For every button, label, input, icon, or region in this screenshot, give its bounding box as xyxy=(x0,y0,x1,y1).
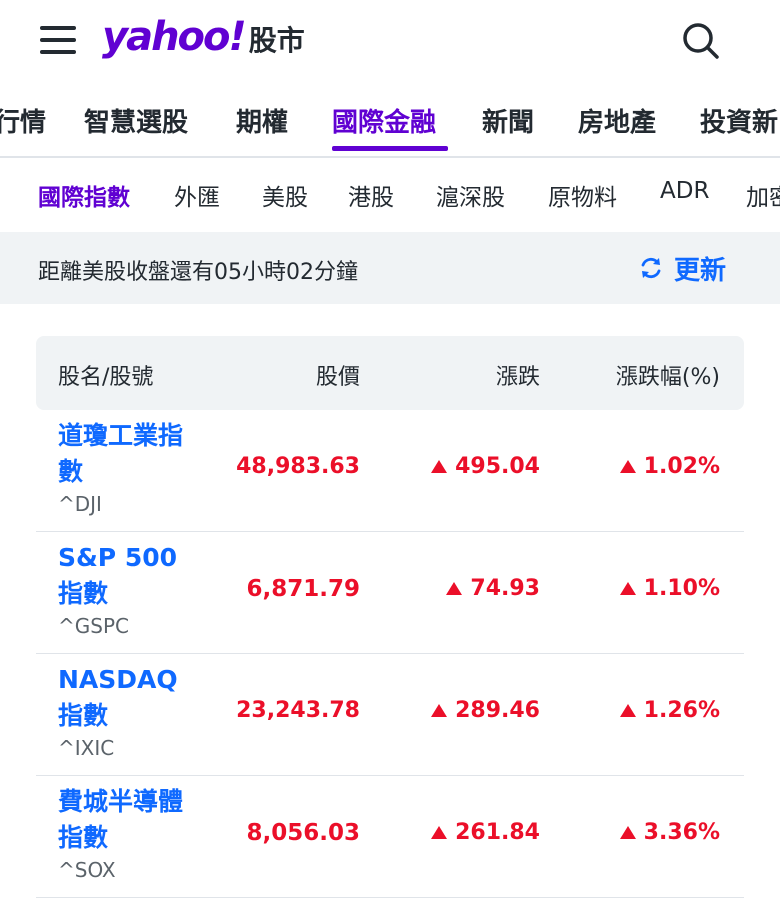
subtab-crypto[interactable]: 加密 xyxy=(746,185,780,211)
up-arrow-icon xyxy=(619,460,636,473)
change-value: 289.46 xyxy=(455,698,540,723)
index-price: 6,871.79 xyxy=(246,576,361,602)
subtab-international-index[interactable]: 國際指數 xyxy=(38,185,130,211)
tab-smart-screener[interactable]: 智慧選股 xyxy=(84,108,189,138)
subtab-us-stocks[interactable]: 美股 xyxy=(262,185,308,211)
index-change: 289.46 xyxy=(431,698,540,723)
tab-market[interactable]: 行情 xyxy=(0,108,47,138)
header-price[interactable]: 股價 xyxy=(315,365,360,390)
table-row[interactable]: NASDAQ指數 ^IXIC 23,243.78 289.46 1.26% xyxy=(36,654,744,776)
up-arrow-icon xyxy=(619,582,636,595)
yahoo-stock-logo[interactable]: yahoo! 股市 xyxy=(102,14,305,64)
index-name-link[interactable]: 費城半導體指數 xyxy=(58,787,184,852)
index-symbol: ^IXIC xyxy=(58,736,115,760)
hamburger-menu-icon[interactable] xyxy=(40,26,76,54)
index-name-link[interactable]: 道瓊工業指數 xyxy=(58,421,184,486)
table-row[interactable]: 費城半導體指數 ^SOX 8,056.03 261.84 3.36% xyxy=(36,776,744,898)
market-close-countdown-bar: 距離美股收盤還有05小時02分鐘 更新 xyxy=(0,232,780,304)
up-arrow-icon xyxy=(619,826,636,839)
percent-value: 1.26% xyxy=(643,698,720,723)
countdown-text: 距離美股收盤還有05小時02分鐘 xyxy=(38,260,358,285)
logo-text: yahoo! xyxy=(102,14,247,60)
sub-nav-tabs: 國際指數 外匯 美股 港股 滬深股 原物料 ADR 加密 xyxy=(0,158,780,230)
index-symbol: ^DJI xyxy=(58,492,102,516)
tab-news[interactable]: 新聞 xyxy=(482,108,535,138)
table-row[interactable]: S&P 500指數 ^GSPC 6,871.79 74.93 1.10% xyxy=(36,532,744,654)
refresh-icon xyxy=(641,258,661,278)
nav-divider xyxy=(0,156,780,158)
up-arrow-icon xyxy=(619,704,636,717)
index-change-percent: 1.26% xyxy=(619,698,720,723)
header-name: 股名/股號 xyxy=(58,365,154,390)
table-row[interactable]: 道瓊工業指數 ^DJI 48,983.63 495.04 1.02% xyxy=(36,410,744,532)
percent-value: 3.36% xyxy=(643,820,720,845)
subtab-adr[interactable]: ADR xyxy=(660,178,710,204)
index-price: 23,243.78 xyxy=(236,698,360,723)
tab-international-finance[interactable]: 國際金融 xyxy=(332,108,437,138)
change-value: 261.84 xyxy=(455,820,540,845)
index-change-percent: 1.10% xyxy=(619,576,720,601)
index-change: 261.84 xyxy=(431,820,540,845)
index-change-percent: 3.36% xyxy=(619,820,720,845)
main-nav-tabs: 行情 智慧選股 期權 國際金融 新聞 房地產 投資新 xyxy=(0,92,780,156)
header-change[interactable]: 漲跌 xyxy=(495,365,540,390)
index-price: 8,056.03 xyxy=(246,820,361,846)
subtab-forex[interactable]: 外匯 xyxy=(174,185,220,211)
search-icon[interactable] xyxy=(680,20,722,62)
table-header: 股名/股號 股價 漲跌 漲跌幅(%) xyxy=(36,336,744,410)
index-change: 74.93 xyxy=(446,576,540,601)
index-price: 48,983.63 xyxy=(236,454,360,479)
change-value: 74.93 xyxy=(470,576,540,601)
percent-value: 1.02% xyxy=(643,454,720,479)
subtab-china-stocks[interactable]: 滬深股 xyxy=(436,185,505,211)
refresh-label: 更新 xyxy=(674,255,727,286)
index-symbol: ^GSPC xyxy=(58,614,129,638)
header-change-percent[interactable]: 漲跌幅(%) xyxy=(615,365,720,390)
percent-value: 1.10% xyxy=(643,576,720,601)
logo-subtitle: 股市 xyxy=(248,24,305,57)
index-name-link[interactable]: NASDAQ指數 xyxy=(58,665,178,730)
tab-investment-news[interactable]: 投資新 xyxy=(700,108,779,138)
refresh-button[interactable]: 更新 xyxy=(638,250,726,286)
index-change: 495.04 xyxy=(431,454,540,479)
up-arrow-icon xyxy=(431,704,448,717)
index-change-percent: 1.02% xyxy=(619,454,720,479)
index-symbol: ^SOX xyxy=(58,858,116,882)
up-arrow-icon xyxy=(431,826,448,839)
up-arrow-icon xyxy=(446,582,463,595)
change-value: 495.04 xyxy=(455,454,540,479)
up-arrow-icon xyxy=(431,460,448,473)
tab-options[interactable]: 期權 xyxy=(236,108,289,138)
tab-real-estate[interactable]: 房地產 xyxy=(578,108,657,138)
index-name-link[interactable]: S&P 500指數 xyxy=(58,543,178,608)
subtab-hk-stocks[interactable]: 港股 xyxy=(348,185,394,211)
subtab-commodities[interactable]: 原物料 xyxy=(548,185,617,211)
app-header: yahoo! 股市 xyxy=(0,0,780,82)
active-tab-indicator xyxy=(332,146,448,151)
